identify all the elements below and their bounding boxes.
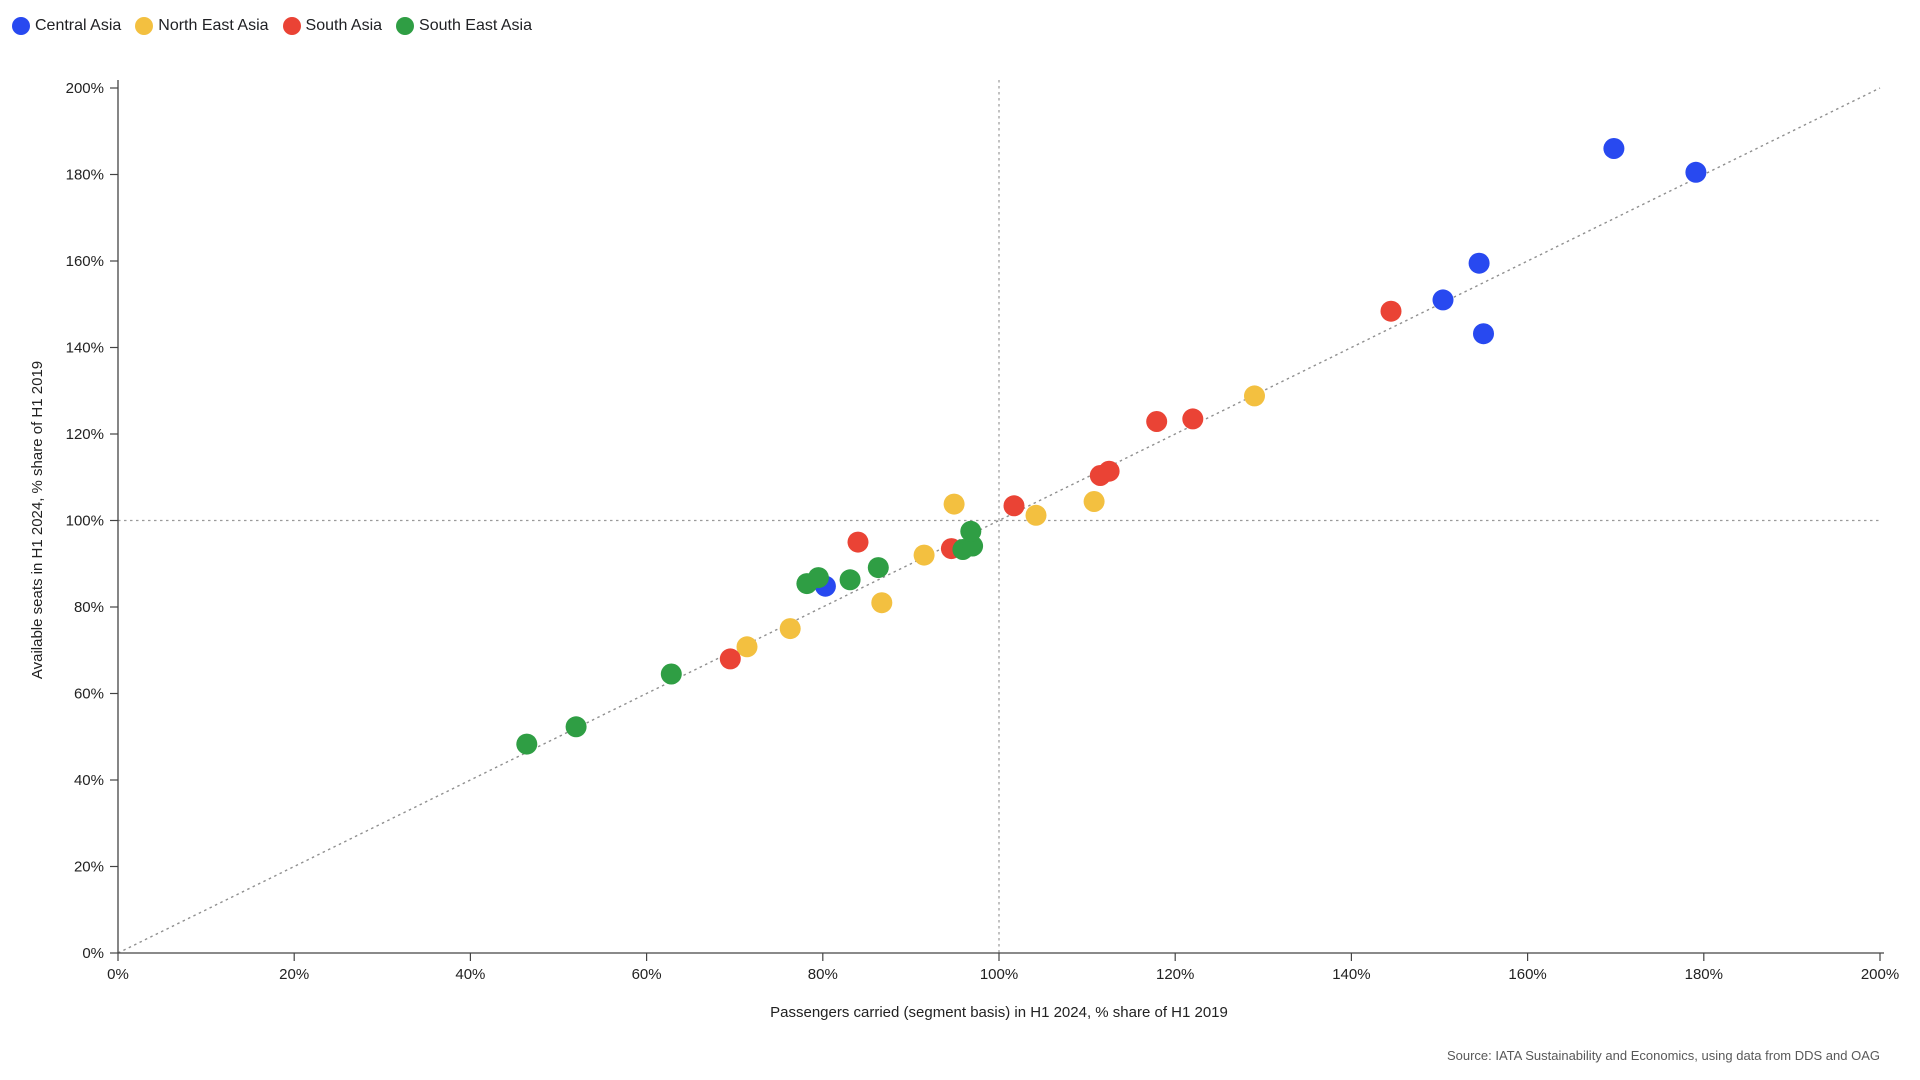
data-point-south-east-asia <box>960 520 982 542</box>
y-tick-label: 80% <box>74 599 104 616</box>
data-point-south-east-asia <box>807 567 829 589</box>
x-tick-label: 120% <box>1156 966 1194 983</box>
data-point-south-asia <box>719 648 741 670</box>
legend-swatch-icon <box>282 17 301 35</box>
y-tick-label: 200% <box>66 80 104 97</box>
legend-swatch-icon <box>12 17 30 35</box>
data-points <box>516 138 1707 755</box>
data-point-south-asia <box>847 531 869 553</box>
data-point-north-east-asia <box>943 493 965 515</box>
data-point-north-east-asia <box>1025 504 1047 526</box>
legend-label: North East Asia <box>158 17 269 34</box>
data-point-south-east-asia <box>660 663 682 685</box>
y-tick-label: 20% <box>74 859 104 876</box>
x-tick-label: 0% <box>107 966 129 983</box>
legend-label: South East Asia <box>419 17 533 34</box>
data-point-north-east-asia <box>779 618 801 640</box>
source-attribution: Source: IATA Sustainability and Economic… <box>1447 1048 1880 1063</box>
x-tick-label: 140% <box>1332 966 1370 983</box>
data-point-north-east-asia <box>913 544 935 566</box>
reference-lines <box>117 80 1881 954</box>
x-axis-ticks: 0% 20% 40% 60% 80% 100% 120% 140% 160% 180% 200% <box>107 953 1899 983</box>
legend-item-north-east-asia[interactable]: North East Asia <box>135 16 269 36</box>
x-tick-label: 60% <box>632 966 662 983</box>
y-tick-label: 40% <box>74 772 104 789</box>
data-point-south-east-asia <box>565 716 587 738</box>
data-point-central-asia <box>1468 252 1490 274</box>
data-point-north-east-asia <box>736 636 758 658</box>
x-tick-label: 200% <box>1861 966 1899 983</box>
data-point-north-east-asia <box>871 592 893 614</box>
data-point-central-asia <box>1603 138 1625 159</box>
legend-item-south-east-asia[interactable]: South East Asia <box>396 16 532 36</box>
data-point-north-east-asia <box>1244 385 1265 407</box>
y-tick-label: 0% <box>82 945 104 962</box>
x-tick-label: 180% <box>1685 966 1723 983</box>
legend-label: South Asia <box>305 17 383 34</box>
y-tick-label: 180% <box>66 167 104 184</box>
y-tick-label: 120% <box>66 426 104 443</box>
y-tick-label: 160% <box>66 253 104 270</box>
x-tick-label: 100% <box>980 966 1018 983</box>
data-point-central-asia <box>1432 289 1454 311</box>
data-point-central-asia <box>1473 323 1494 345</box>
legend-label: Central Asia <box>35 17 122 34</box>
y-axis-ticks: 0% 20% 40% 60% 80% 100% 120% 140% 160% 180% 200% <box>66 80 118 962</box>
data-point-south-asia <box>1182 408 1204 430</box>
data-point-central-asia <box>1685 161 1707 183</box>
legend-swatch-icon <box>396 17 415 35</box>
y-tick-label: 60% <box>74 686 104 703</box>
x-tick-label: 20% <box>279 966 309 983</box>
data-point-south-asia <box>1146 411 1168 432</box>
data-point-south-east-asia <box>867 557 889 579</box>
x-tick-label: 80% <box>808 966 838 983</box>
x-tick-label: 40% <box>455 966 485 983</box>
data-point-south-asia <box>1098 460 1120 482</box>
legend-item-central-asia[interactable]: Central Asia <box>12 16 121 36</box>
chart-legend: Central Asia North East Asia South Asia Sou… <box>12 16 532 36</box>
y-tick-label: 140% <box>66 340 104 357</box>
x-tick-label: 160% <box>1508 966 1546 983</box>
y-axis-title: Available seats in H1 2024, % share of H… <box>29 361 46 679</box>
axes <box>117 80 1884 954</box>
data-point-north-east-asia <box>1083 491 1105 512</box>
data-point-south-asia <box>1380 300 1402 322</box>
x-axis-title: Passengers carried (segment basis) in H1… <box>770 1004 1228 1021</box>
data-point-south-asia <box>1003 495 1025 517</box>
data-point-south-east-asia <box>839 569 861 591</box>
legend-item-south-asia[interactable]: South Asia <box>282 16 383 36</box>
data-point-south-east-asia <box>516 733 538 755</box>
y-tick-label: 100% <box>66 513 104 530</box>
legend-swatch-icon <box>135 17 154 35</box>
